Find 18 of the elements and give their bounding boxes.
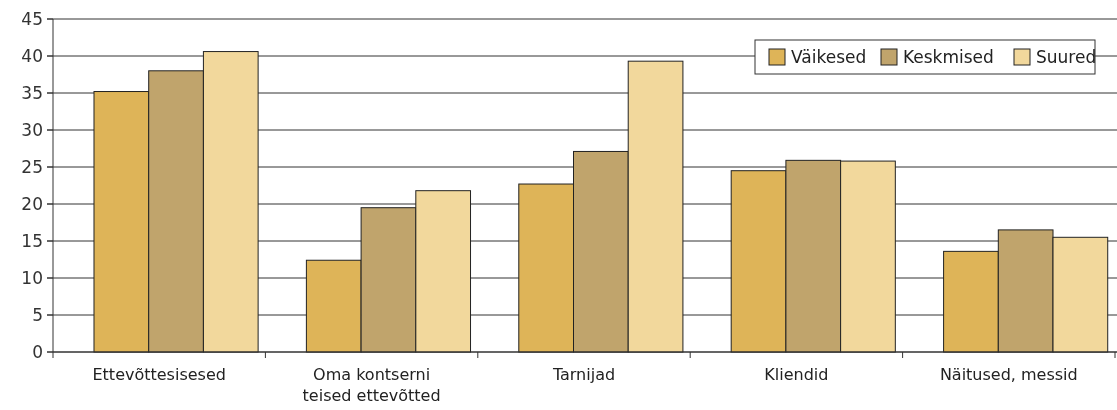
x-tick-label: Ettevõttesisesed [92, 365, 226, 384]
x-tick-label: Kliendid [764, 365, 829, 384]
legend-label: Keskmised [903, 46, 994, 67]
y-tick-label: 0 [32, 341, 43, 362]
y-tick-label: 45 [21, 8, 43, 29]
legend-label: Väikesed [791, 46, 867, 67]
y-tick-label: 20 [21, 193, 43, 214]
y-tick-label: 10 [21, 267, 43, 288]
y-tick-label: 15 [21, 230, 43, 251]
x-tick-label: Näitused, messid [939, 365, 1078, 384]
y-tick-label: 30 [21, 119, 43, 140]
y-tick-label: 35 [21, 82, 43, 103]
y-tick-label: 40 [21, 45, 43, 66]
y-tick-label: 5 [32, 304, 43, 325]
x-tick-label: Tarnijad [551, 365, 616, 384]
y-tick-label: 25 [21, 156, 43, 177]
legend-label: Suured [1036, 46, 1097, 67]
x-tick-label: Oma kontserni teised ettevõtted [302, 365, 441, 405]
